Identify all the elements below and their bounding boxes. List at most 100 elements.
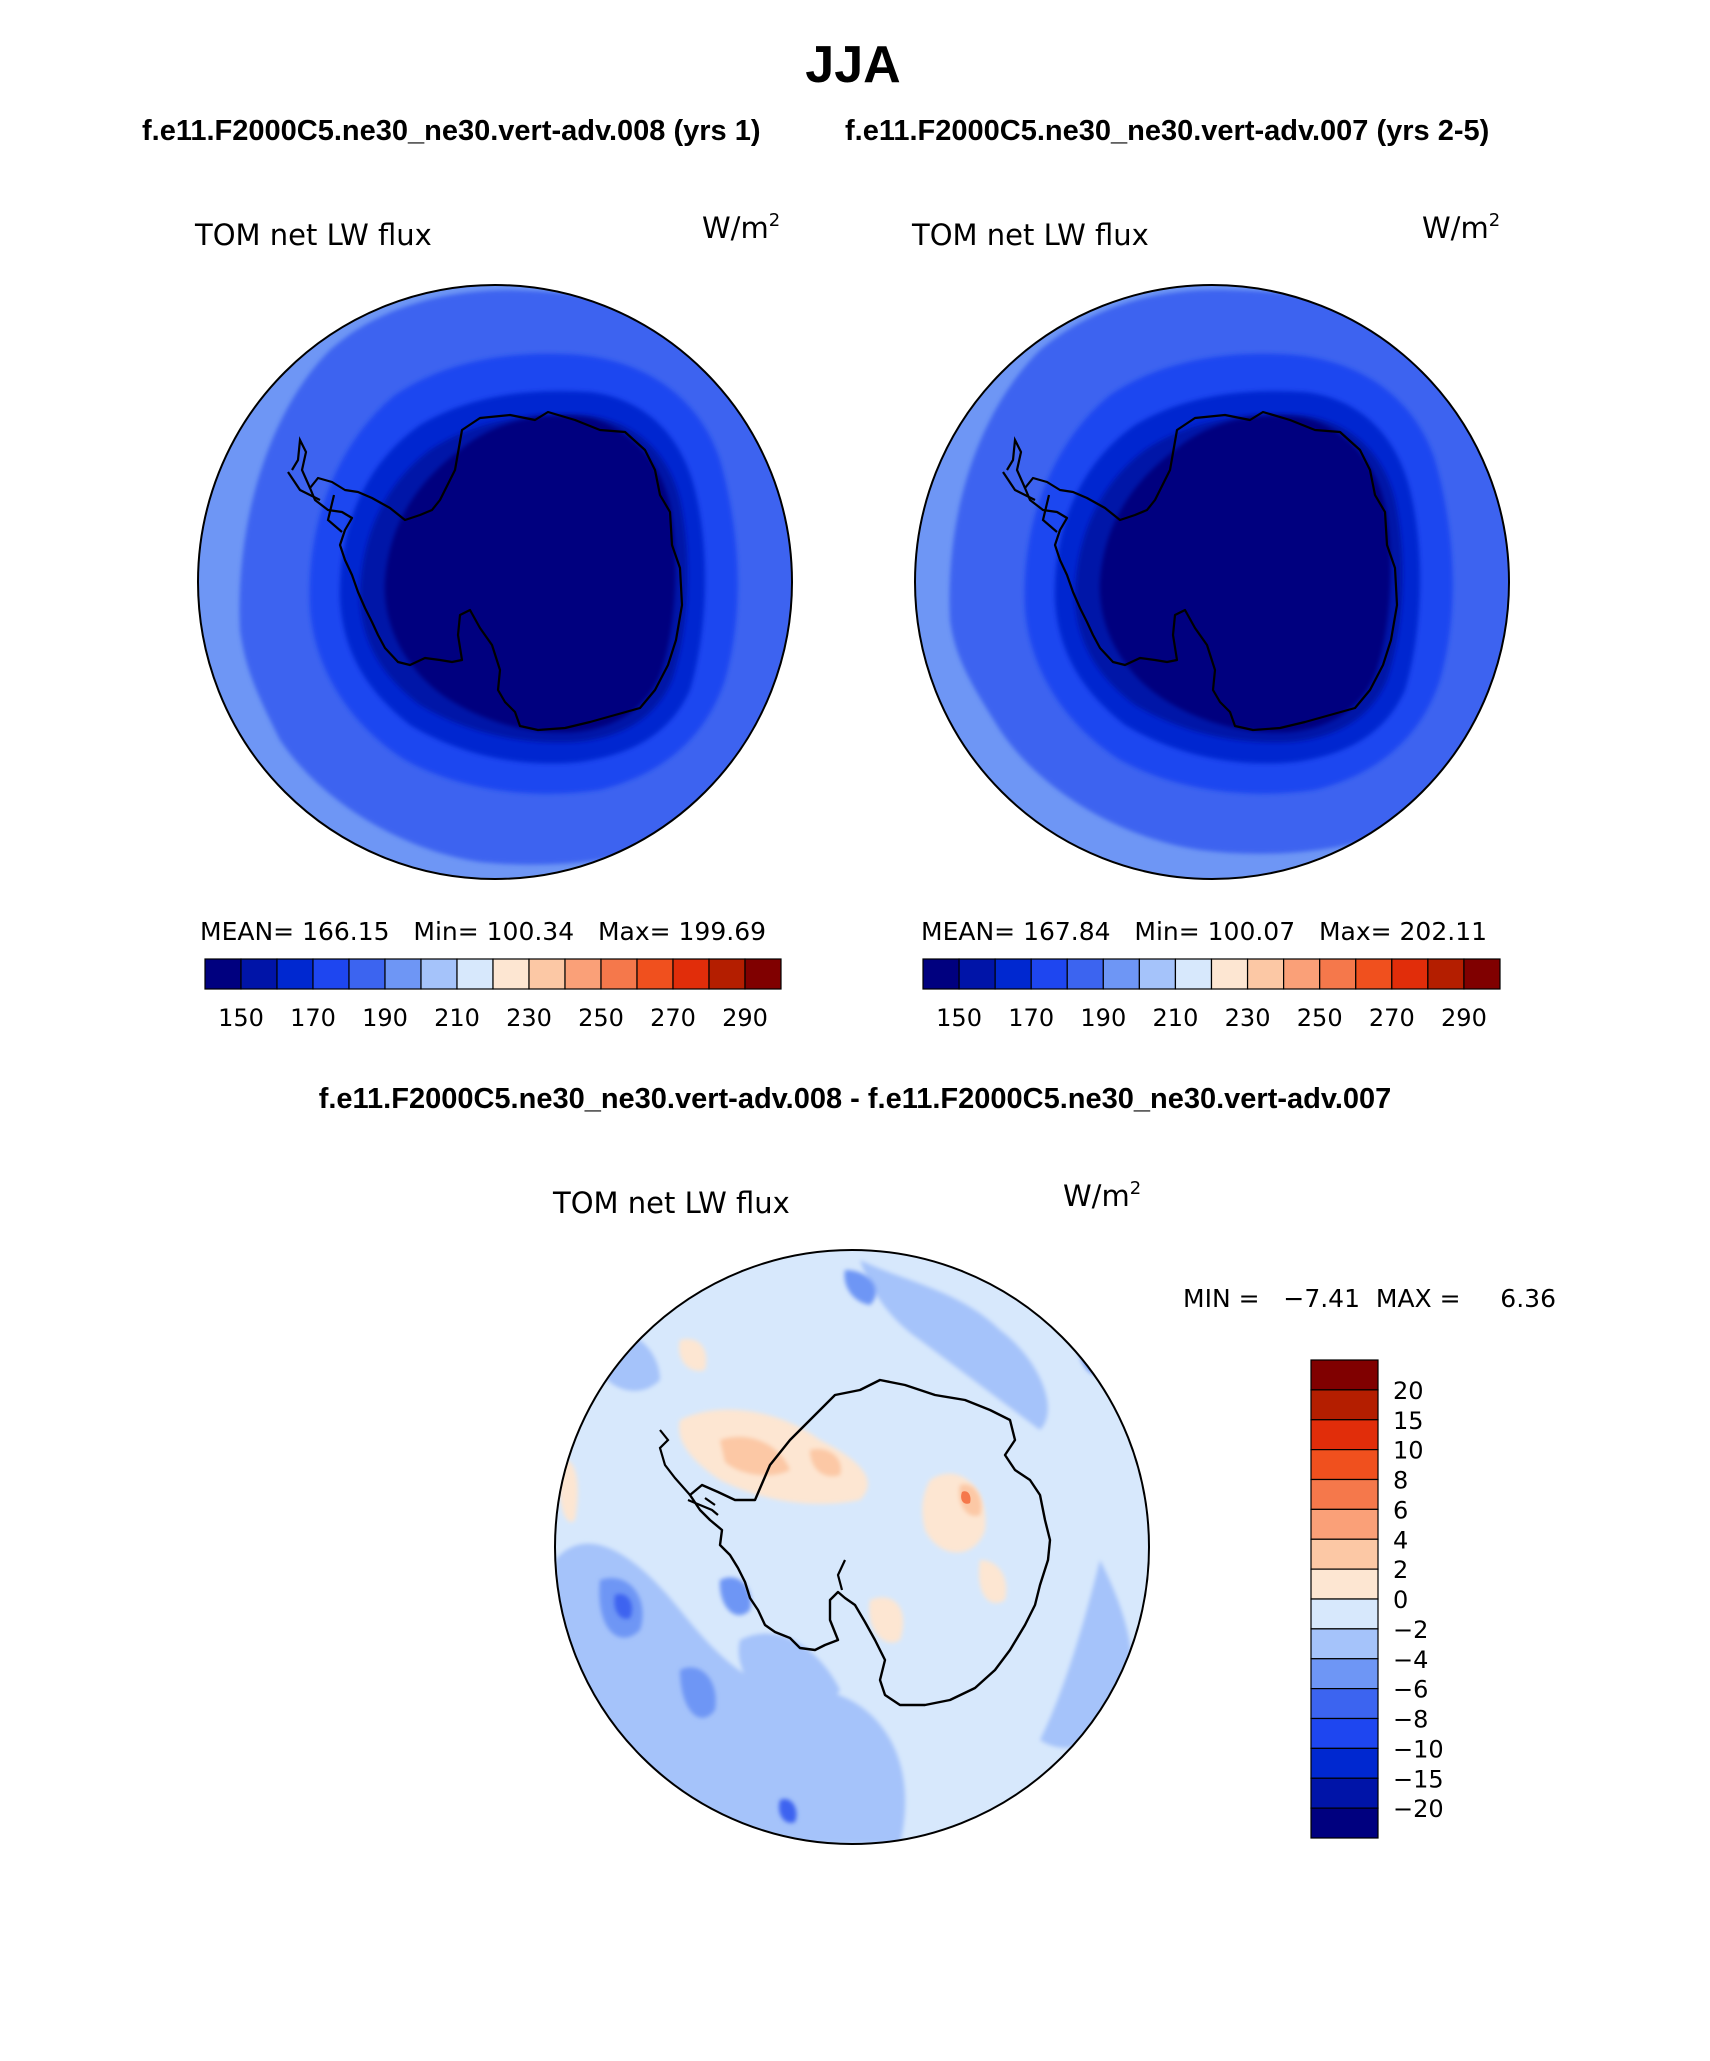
panel-b-colorbar-tick-label: 190 [1080, 1004, 1126, 1032]
panel-c-stats: MIN = −7.41 MAX = 6.36 [1183, 1284, 1556, 1313]
panel-a-colorbar-swatch-10 [564, 958, 602, 990]
panel-b-colorbar-swatch-2 [994, 958, 1032, 990]
panel-c-neg-large [614, 1594, 797, 1823]
panel-a-colorbar-tick-label: 270 [650, 1004, 696, 1032]
panel-c-colorbar-swatch-13 [1310, 1747, 1379, 1779]
panel-c-colorbar-swatch-2 [1310, 1419, 1379, 1451]
panel-c-colorbar-swatch-14 [1310, 1777, 1379, 1809]
panel-c-colorbar-tick-label: −8 [1393, 1706, 1428, 1734]
panel-a-colorbar-tick-label: 150 [218, 1004, 264, 1032]
panel-a-colorbar-swatch-14 [708, 958, 746, 990]
panel-a-colorbar-swatch-4 [348, 958, 386, 990]
panel-c-colorbar-tick-label: −6 [1393, 1676, 1428, 1704]
panel-c-colorbar-swatch-4 [1310, 1478, 1379, 1510]
panel-c-colorbar-swatch-9 [1310, 1628, 1379, 1660]
panel-c: TOM net LW flux W/m2 MIN = −7.41 MAX = 6… [552, 1178, 1556, 1845]
panel-b-colorbar-tick-label: 250 [1297, 1004, 1343, 1032]
panel-c-colorbar-swatch-8 [1310, 1598, 1379, 1630]
panel-a-colorbar-swatch-13 [672, 958, 710, 990]
panel-b-map-outline [914, 284, 1510, 880]
panel-b-colorbar-swatch-3 [1030, 958, 1068, 990]
panel-b-colorbar-swatch-10 [1283, 958, 1321, 990]
panel-c-colorbar-tick-label: −10 [1393, 1735, 1444, 1763]
panel-c-units-base: W/m [1063, 1179, 1130, 1213]
panel-c-coastline [688, 1378, 1052, 1707]
panel-a-colorbar-tick-label: 290 [722, 1004, 768, 1032]
panel-c-colorbar-tick-label: 8 [1393, 1467, 1408, 1495]
panel-b-colorbar-swatch-14 [1427, 958, 1465, 990]
panel-b-stats: MEAN= 167.84 Min= 100.07 Max= 202.11 [921, 917, 1487, 946]
panel-b-units-exp: 2 [1489, 210, 1500, 231]
panel-b-colorbar-swatch-7 [1174, 958, 1213, 990]
panel-b-colorbar: 150 170 190 210 230 250 270 290 [922, 958, 1501, 1032]
diff-title: f.e11.F2000C5.ne30_ne30.vert-adv.008 - f… [319, 1083, 1392, 1115]
panel-c-colorbar-swatch-1 [1310, 1389, 1379, 1421]
panel-a-units: W/m2 [702, 210, 780, 245]
panel-c-colorbar-tick-label: 20 [1393, 1377, 1424, 1405]
panel-b-colorbar-swatch-6 [1138, 958, 1177, 990]
panel-c-colorbar-tick-label: −2 [1393, 1616, 1428, 1644]
panel-a-colorbar-swatch-9 [528, 958, 566, 990]
panel-b-colorbar-tick-label: 270 [1369, 1004, 1415, 1032]
panel-b-colorbar-swatch-11 [1319, 958, 1357, 990]
panel-b-map [915, 285, 1509, 879]
panel-c-colorbar-swatch-15 [1310, 1807, 1379, 1839]
subtitle-right: f.e11.F2000C5.ne30_ne30.vert-adv.007 (yr… [845, 115, 1489, 147]
panel-a-colorbar: 150 170 190 210 230 250 270 290 [204, 958, 782, 1032]
panel-c-colorbar-tick-label: 4 [1393, 1526, 1408, 1554]
panel-a-colorbar-swatch-8 [492, 958, 530, 990]
panel-a-units-base: W/m [702, 211, 769, 245]
panel-b-colorbar-tick-label: 150 [936, 1004, 982, 1032]
panel-a-colorbar-tick-label: 250 [578, 1004, 624, 1032]
panel-b-colorbar-swatch-0 [922, 958, 960, 990]
panel-b-colorbar-swatch-13 [1391, 958, 1429, 990]
panel-a-map-outline [197, 284, 793, 880]
panel-c-colorbar-tick-label: 2 [1393, 1556, 1408, 1584]
panel-a-variable: TOM net LW flux [194, 218, 432, 252]
panel-c-colorbar-swatch-3 [1310, 1449, 1379, 1481]
panel-c-colorbar-swatch-12 [1310, 1717, 1379, 1749]
panel-b-colorbar-tick-label: 290 [1441, 1004, 1487, 1032]
panel-b-units: W/m2 [1422, 210, 1500, 245]
panel-c-colorbar-swatch-5 [1310, 1508, 1379, 1540]
panel-b: TOM net LW flux W/m2 MEAN= 167.84 Min= 1… [911, 210, 1510, 1032]
panel-c-colorbar-tick-label: 15 [1393, 1407, 1424, 1435]
panel-a-colorbar-swatch-7 [456, 958, 494, 990]
panel-a-colorbar-tick-label: 190 [362, 1004, 408, 1032]
panel-c-colorbar-tick-label: −20 [1393, 1795, 1444, 1823]
panel-c-colorbar-swatch-6 [1310, 1538, 1379, 1570]
panel-a-colorbar-swatch-6 [420, 958, 458, 990]
panel-c-colorbar-tick-label: 6 [1393, 1496, 1408, 1524]
panel-c-peninsula [658, 1429, 846, 1591]
panel-b-units-base: W/m [1422, 211, 1489, 245]
panel-a-colorbar-swatch-1 [240, 958, 278, 990]
panel-c-colorbar-swatch-11 [1310, 1688, 1379, 1720]
panel-b-colorbar-swatch-9 [1246, 958, 1285, 990]
panel-a-continent [384, 415, 676, 733]
panel-c-colorbar-tick-label: 0 [1393, 1586, 1408, 1614]
panel-c-variable: TOM net LW flux [552, 1186, 790, 1220]
panel-a-peninsula [287, 436, 343, 533]
panel-a-colorbar-swatch-5 [384, 958, 422, 990]
panel-a-colorbar-tick-label: 230 [506, 1004, 552, 1032]
panel-a-colorbar-swatch-12 [636, 958, 674, 990]
panel-c-colorbar-swatch-10 [1310, 1658, 1379, 1690]
panel-a-colorbar-swatch-0 [204, 958, 242, 990]
panel-c-colorbar-swatch-0 [1310, 1359, 1379, 1391]
panel-a-colorbar-swatch-3 [312, 958, 350, 990]
panel-b-colorbar-swatch-5 [1102, 958, 1140, 990]
panel-c-map [555, 1250, 1149, 1844]
panel-c-pos-peak [961, 1491, 971, 1504]
panel-a-colorbar-swatch-15 [744, 958, 782, 990]
panel-c-units: W/m2 [1063, 1178, 1141, 1213]
panel-a-stats: MEAN= 166.15 Min= 100.34 Max= 199.69 [200, 917, 766, 946]
panel-b-continent [1099, 415, 1391, 733]
panel-b-colorbar-tick-label: 210 [1153, 1004, 1199, 1032]
figure-title: JJA [805, 36, 900, 94]
panel-a-colorbar-tick-label: 210 [434, 1004, 480, 1032]
panel-a-colorbar-tick-label: 170 [290, 1004, 336, 1032]
panel-c-colorbar-swatch-7 [1310, 1568, 1379, 1600]
panel-b-variable: TOM net LW flux [911, 218, 1149, 252]
